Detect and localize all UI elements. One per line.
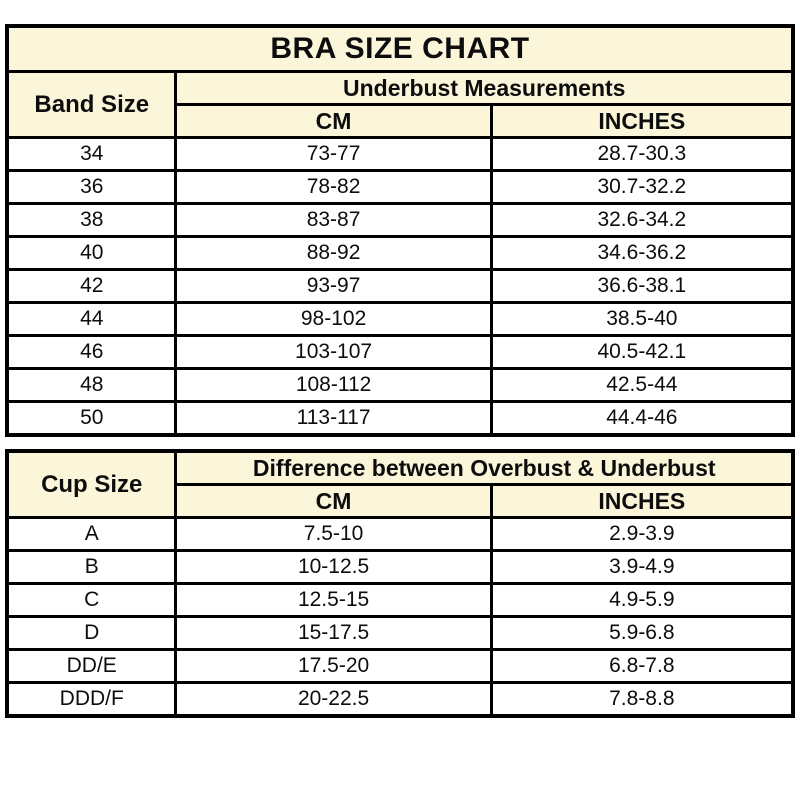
table-row: 50 113-117 44.4-46: [5, 400, 795, 437]
inches-range: 44.4-46: [489, 400, 795, 437]
table-row: DD/E 17.5-20 6.8-7.8: [5, 648, 795, 684]
table-row: 38 83-87 32.6-34.2: [5, 202, 795, 238]
chart-title: BRA SIZE CHART: [5, 24, 795, 73]
cup-size-value: A: [5, 516, 178, 552]
unit-header-row: CM INCHES: [7, 483, 795, 519]
inches-range: 30.7-32.2: [489, 169, 795, 205]
cm-range: 17.5-20: [174, 648, 493, 684]
inches-range: 40.5-42.1: [489, 334, 795, 370]
cup-size-value: C: [5, 582, 178, 618]
cup-size-value: DDD/F: [5, 681, 178, 718]
inches-range: 5.9-6.8: [489, 615, 795, 651]
inches-range: 28.7-30.3: [489, 136, 795, 172]
cm-range: 93-97: [174, 268, 493, 304]
cup-size-value: B: [5, 549, 178, 585]
table-row: DDD/F 20-22.5 7.8-8.8: [5, 681, 795, 718]
table-row: 40 88-92 34.6-36.2: [5, 235, 795, 271]
group-header-row: Cup Size Difference between Overbust & U…: [5, 449, 795, 519]
band-size-table: BRA SIZE CHART Band Size Underbust Measu…: [5, 24, 795, 437]
cm-range: 15-17.5: [174, 615, 493, 651]
table-row: C 12.5-15 4.9-5.9: [5, 582, 795, 618]
band-size-value: 42: [5, 268, 178, 304]
cm-range: 113-117: [174, 400, 493, 437]
unit-header-row: CM INCHES: [7, 103, 795, 139]
cm-column-header: CM: [174, 103, 493, 139]
cm-column-header: CM: [174, 483, 493, 519]
table-row: 36 78-82 30.7-32.2: [5, 169, 795, 205]
inches-range: 7.8-8.8: [489, 681, 795, 718]
inches-range: 42.5-44: [489, 367, 795, 403]
difference-header: Difference between Overbust & Underbust: [174, 449, 795, 486]
table-row: 46 103-107 40.5-42.1: [5, 334, 795, 370]
cm-range: 12.5-15: [174, 582, 493, 618]
band-size-value: 50: [5, 400, 178, 437]
cm-range: 78-82: [174, 169, 493, 205]
table-row: D 15-17.5 5.9-6.8: [5, 615, 795, 651]
title-row: BRA SIZE CHART: [5, 24, 795, 73]
cm-range: 73-77: [174, 136, 493, 172]
inches-range: 34.6-36.2: [489, 235, 795, 271]
band-size-value: 34: [5, 136, 178, 172]
inches-range: 6.8-7.8: [489, 648, 795, 684]
inches-column-header: INCHES: [489, 103, 795, 139]
band-size-value: 36: [5, 169, 178, 205]
cm-range: 7.5-10: [174, 516, 493, 552]
cm-range: 20-22.5: [174, 681, 493, 718]
inches-range: 3.9-4.9: [489, 549, 795, 585]
cm-range: 83-87: [174, 202, 493, 238]
band-size-value: 48: [5, 367, 178, 403]
cm-range: 10-12.5: [174, 549, 493, 585]
cm-range: 103-107: [174, 334, 493, 370]
cm-range: 98-102: [174, 301, 493, 337]
band-size-value: 44: [5, 301, 178, 337]
size-chart-page: BRA SIZE CHART Band Size Underbust Measu…: [5, 24, 795, 718]
table-row: B 10-12.5 3.9-4.9: [5, 549, 795, 585]
cup-size-value: DD/E: [5, 648, 178, 684]
group-header-row: Band Size Underbust Measurements: [5, 70, 795, 139]
cup-size-table: Cup Size Difference between Overbust & U…: [5, 449, 795, 718]
cm-range: 88-92: [174, 235, 493, 271]
inches-range: 32.6-34.2: [489, 202, 795, 238]
cm-range: 108-112: [174, 367, 493, 403]
table-row: 44 98-102 38.5-40: [5, 301, 795, 337]
band-size-value: 40: [5, 235, 178, 271]
table-row: 42 93-97 36.6-38.1: [5, 268, 795, 304]
table-row: A 7.5-10 2.9-3.9: [5, 516, 795, 552]
inches-range: 38.5-40: [489, 301, 795, 337]
table-row: 48 108-112 42.5-44: [5, 367, 795, 403]
cup-size-header: Cup Size: [5, 449, 178, 519]
table-row: 34 73-77 28.7-30.3: [5, 136, 795, 172]
inches-column-header: INCHES: [489, 483, 795, 519]
underbust-measurements-header: Underbust Measurements: [174, 70, 795, 106]
inches-range: 36.6-38.1: [489, 268, 795, 304]
band-size-header: Band Size: [5, 70, 178, 139]
inches-range: 2.9-3.9: [489, 516, 795, 552]
band-size-value: 38: [5, 202, 178, 238]
inches-range: 4.9-5.9: [489, 582, 795, 618]
band-size-value: 46: [5, 334, 178, 370]
cup-size-value: D: [5, 615, 178, 651]
